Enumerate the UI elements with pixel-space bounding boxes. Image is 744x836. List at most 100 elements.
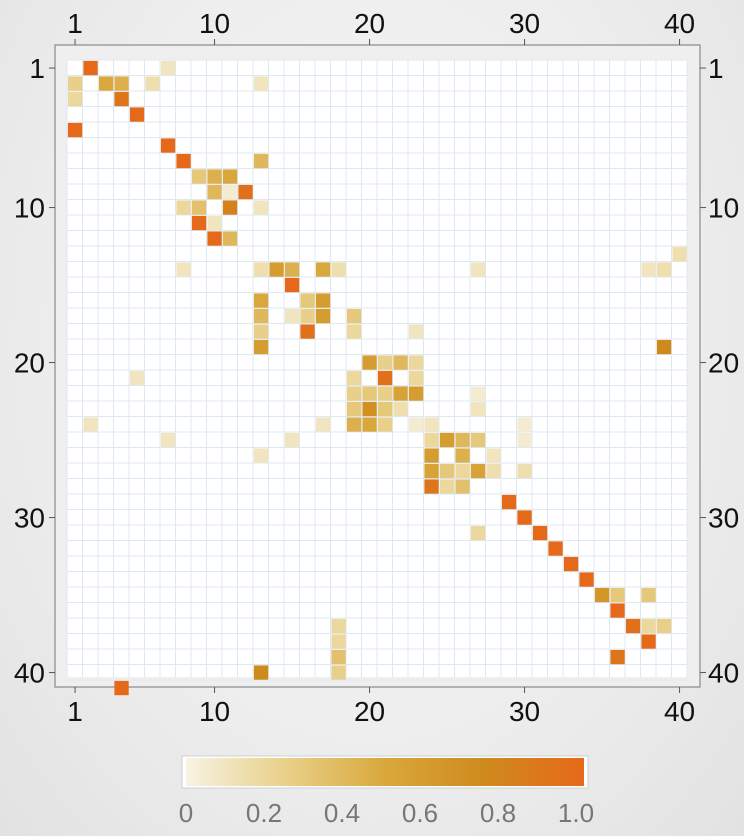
y-tick-label-left: 20	[14, 348, 45, 379]
heatmap-cell	[424, 417, 439, 432]
heatmap-cell	[377, 370, 393, 386]
heatmap-cell	[563, 556, 579, 572]
heatmap-cell	[641, 634, 656, 649]
x-tick-label-top: 10	[199, 8, 230, 39]
heatmap-cell	[207, 169, 222, 184]
heatmap-cell	[176, 153, 191, 169]
heatmap-cell	[129, 107, 145, 122]
heatmap-cell	[176, 200, 191, 215]
colorbar-tick-label: 1.0	[558, 798, 594, 828]
heatmap-cell	[470, 432, 486, 448]
heatmap-cell	[191, 200, 207, 215]
heatmap-cell	[83, 417, 98, 432]
colorbar-tick-label: 0.8	[480, 798, 516, 828]
y-tick-label-right: 20	[708, 348, 739, 379]
heatmap-cell	[377, 386, 393, 401]
heatmap-cell	[83, 60, 98, 76]
heatmap-cell	[284, 277, 300, 293]
heatmap-cell	[393, 386, 408, 401]
y-tick-label-right: 40	[708, 658, 739, 689]
heatmap-cell	[191, 215, 207, 231]
heatmap-cell	[315, 308, 331, 324]
heatmap-cell	[486, 463, 501, 479]
heatmap-cell	[641, 618, 656, 634]
heatmap-cell	[114, 91, 129, 107]
heatmap-cell	[269, 262, 284, 277]
colorbar-tick-label: 0.4	[324, 798, 360, 828]
colorbar-tick-label: 0.6	[402, 798, 438, 828]
y-tick-label-left: 1	[29, 53, 45, 84]
heatmap-cell	[470, 463, 486, 479]
y-tick-label-left: 40	[14, 658, 45, 689]
heatmap-cell	[253, 262, 269, 277]
heatmap-cell	[408, 417, 424, 432]
heatmap-cell	[315, 293, 331, 308]
heatmap-cell	[331, 262, 346, 277]
heatmap-cell	[346, 308, 362, 324]
heatmap-cell	[439, 479, 455, 494]
heatmap-cell	[424, 432, 439, 448]
heatmap-cell	[253, 76, 269, 91]
heatmap-cell	[207, 184, 222, 200]
x-tick-label-bottom: 30	[509, 696, 540, 727]
heatmap-cell	[222, 231, 238, 246]
heatmap-cell	[253, 200, 269, 215]
heatmap-cell	[346, 386, 362, 401]
y-tick-label-right: 10	[708, 193, 739, 224]
heatmap-cell	[486, 448, 501, 463]
heatmap-cell	[656, 618, 672, 634]
heatmap-cell	[517, 417, 532, 432]
heatmap-cell	[129, 370, 145, 386]
x-tick-label-top: 20	[354, 8, 385, 39]
heatmap-cell	[67, 122, 83, 138]
heatmap-cell	[455, 432, 470, 448]
heatmap-cell	[346, 324, 362, 339]
x-tick-label-top: 1	[67, 8, 83, 39]
heatmap-cell	[67, 76, 83, 91]
heatmap-cell	[67, 91, 83, 107]
heatmap-cell	[408, 324, 424, 339]
heatmap-cell	[501, 494, 517, 510]
heatmap-cell	[222, 200, 238, 215]
heatmap-cell	[362, 401, 377, 417]
colorbar-tick-label: 0.2	[246, 798, 282, 828]
x-tick-label-bottom: 40	[664, 696, 695, 727]
heatmap-cell	[315, 417, 331, 432]
heatmap-cell	[331, 649, 346, 665]
heatmap-cell	[253, 324, 269, 339]
heatmap-cell	[610, 649, 625, 665]
heatmap-cell	[377, 417, 393, 432]
y-tick-label-left: 10	[14, 193, 45, 224]
heatmap-cell	[408, 386, 424, 401]
heatmap-cell	[424, 479, 439, 494]
heatmap-cell	[594, 587, 610, 603]
heatmap-cell	[253, 448, 269, 463]
x-tick-label-top: 40	[664, 8, 695, 39]
heatmap-cell	[470, 401, 486, 417]
heatmap-cell	[300, 293, 315, 308]
heatmap-cell	[346, 370, 362, 386]
heatmap-cell	[238, 184, 253, 200]
y-tick-label-left: 30	[14, 503, 45, 534]
heatmap-cell	[470, 262, 486, 277]
heatmap-cell	[532, 525, 548, 541]
heatmap-cell	[284, 308, 300, 324]
y-tick-label-right: 1	[708, 53, 724, 84]
heatmap-cell	[393, 355, 408, 370]
heatmap-cell	[625, 618, 641, 634]
heatmap-cell	[610, 587, 625, 603]
heatmap-cell	[315, 262, 331, 277]
heatmap-cell	[207, 231, 222, 246]
heatmap-cell	[362, 417, 377, 432]
heatmap-cell	[176, 262, 191, 277]
heatmap-cell	[470, 386, 486, 401]
heatmap-cell	[424, 463, 439, 479]
heatmap-cell	[517, 432, 532, 448]
heatmap-cell	[470, 525, 486, 541]
heatmap-cell	[362, 355, 377, 370]
heatmap-cell	[331, 665, 346, 680]
heatmap-cell	[160, 60, 176, 76]
heatmap-cell	[160, 138, 176, 153]
heatmap-cell	[455, 448, 470, 463]
